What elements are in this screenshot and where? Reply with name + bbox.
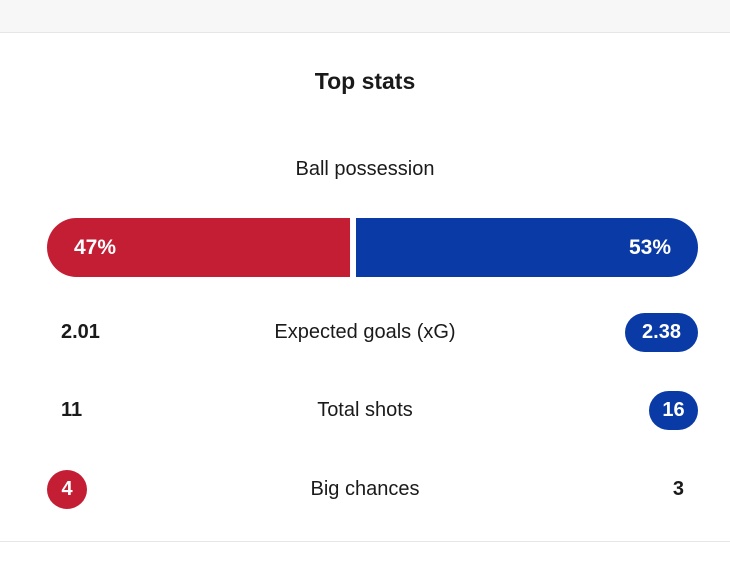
xg-away-pill: 2.38 bbox=[625, 313, 698, 352]
big-chances-label: Big chances bbox=[310, 478, 420, 500]
top-band bbox=[0, 0, 730, 33]
possession-home-segment: 47% bbox=[47, 218, 350, 277]
big-chances-away-value: 3 bbox=[672, 478, 684, 500]
stat-row-xg: 2.01 Expected goals (xG) 2.38 bbox=[0, 313, 730, 353]
shots-away-pill: 16 bbox=[649, 391, 698, 430]
possession-bar: 47% 53% bbox=[47, 218, 698, 277]
possession-divider bbox=[350, 218, 356, 277]
possession-home-value: 47% bbox=[74, 235, 117, 259]
xg-home-value: 2.01 bbox=[61, 321, 100, 343]
section-title: Top stats bbox=[314, 68, 416, 94]
card-bottom-border bbox=[0, 541, 730, 542]
xg-label: Expected goals (xG) bbox=[274, 321, 456, 343]
stat-row-total-shots: 11 Total shots 16 bbox=[0, 391, 730, 431]
possession-away-segment: 53% bbox=[356, 218, 698, 277]
possession-away-value: 53% bbox=[628, 235, 671, 259]
top-stats-card bbox=[0, 33, 730, 541]
shots-home-value: 11 bbox=[61, 399, 83, 421]
possession-label: Ball possession bbox=[295, 158, 435, 180]
stat-row-big-chances: 4 Big chances 3 bbox=[0, 470, 730, 510]
shots-label: Total shots bbox=[317, 399, 413, 421]
big-chances-home-pill: 4 bbox=[47, 470, 87, 509]
